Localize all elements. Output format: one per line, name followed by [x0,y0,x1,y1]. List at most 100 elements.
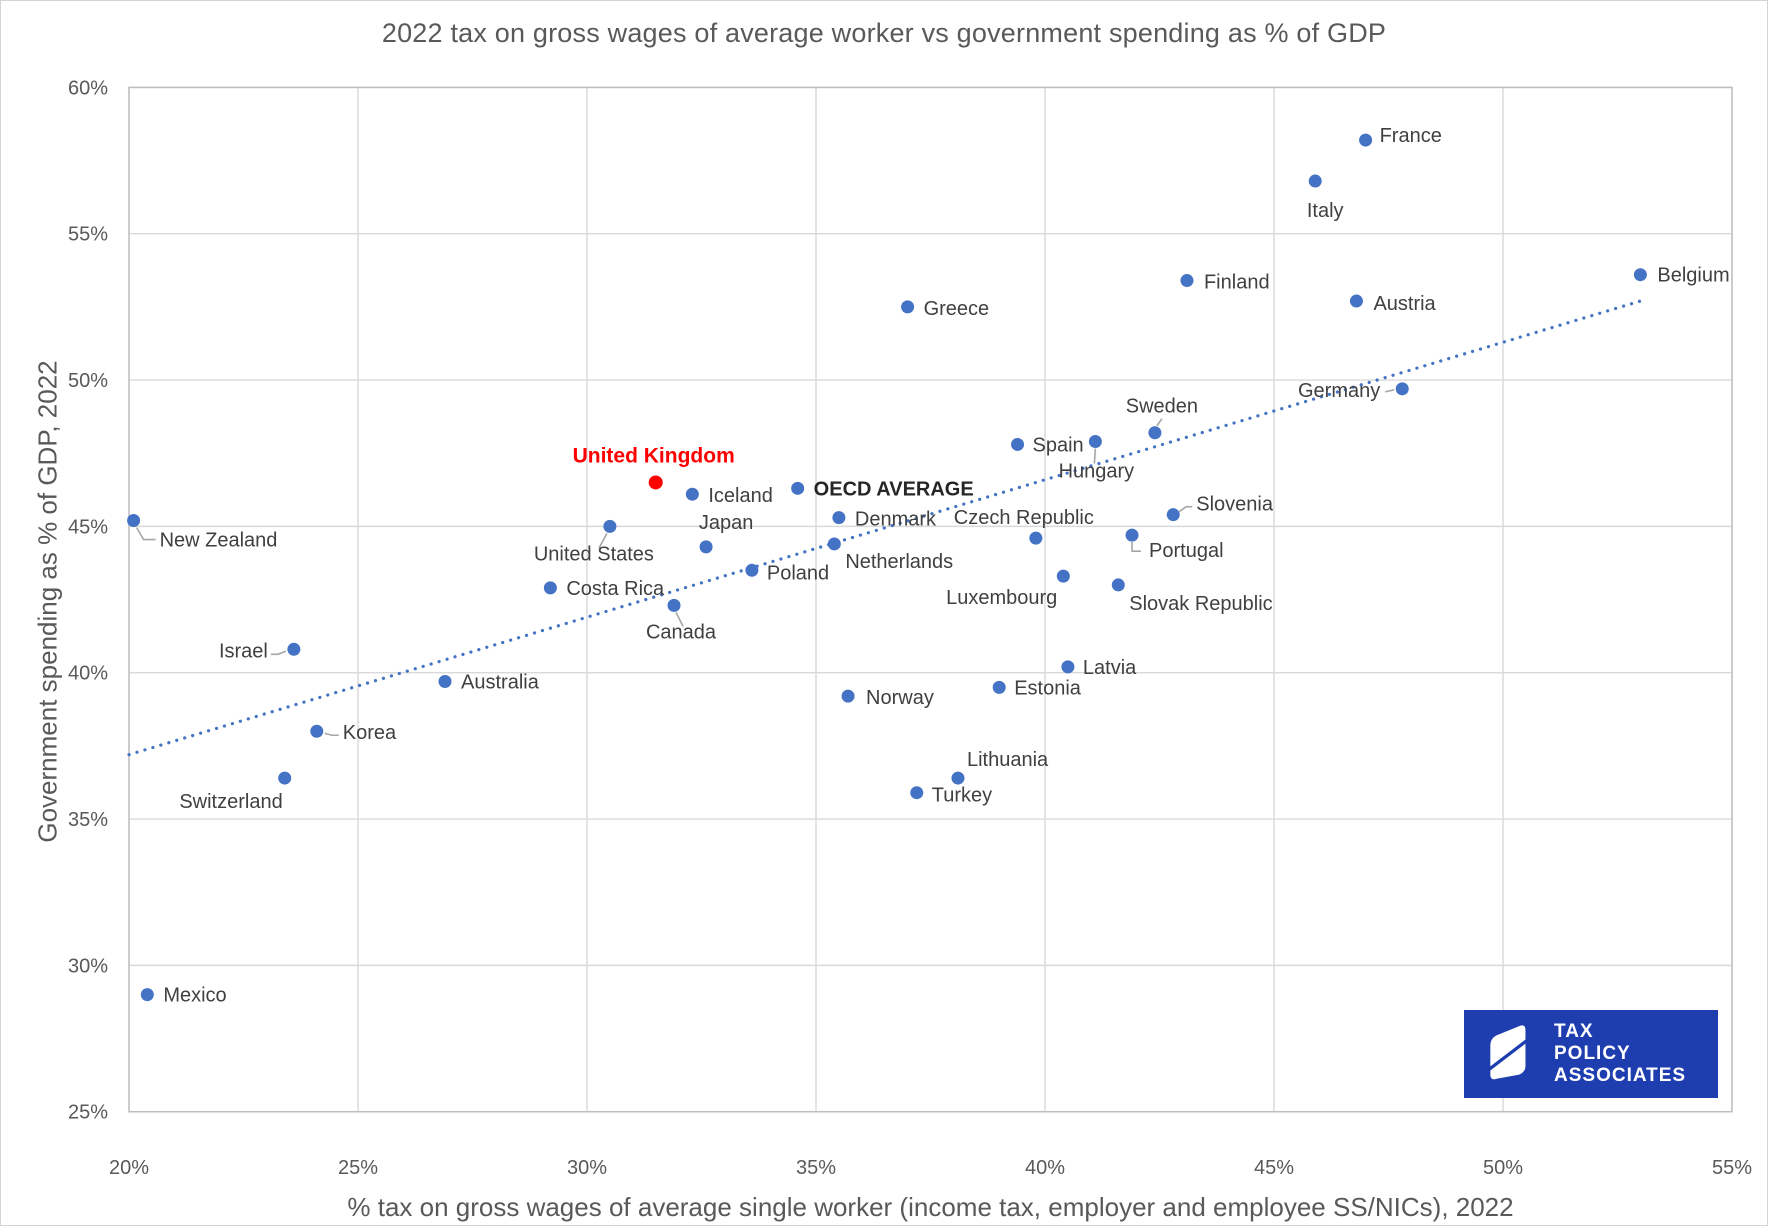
data-point-denmark [832,511,846,525]
x-tick-55: 55% [1712,1157,1752,1179]
leader-new-zealand [135,527,156,541]
label-finland: Finland [1204,272,1270,294]
x-tick-25: 25% [338,1157,378,1179]
y-tick-55: 55% [68,224,108,246]
data-point-portugal [1125,528,1139,542]
x-tick-35: 35% [796,1157,836,1179]
logo-text: TAX POLICY ASSOCIATES [1554,1021,1686,1087]
label-norway: Norway [866,687,934,709]
label-austria: Austria [1373,293,1436,315]
chart-title: 2022 tax on gross wages of average worke… [381,18,1387,48]
logo-line-2: POLICY [1554,1043,1631,1064]
data-point-slovenia [1166,508,1180,522]
data-point-slovak-republic [1111,578,1125,592]
label-poland: Poland [767,562,829,584]
data-point-austria [1349,294,1363,308]
data-point-hungary [1088,435,1102,449]
label-sweden: Sweden [1126,396,1198,418]
y-tick-35: 35% [68,809,108,831]
x-axis-title: % tax on gross wages of average single w… [347,1192,1514,1222]
leader-united-states [598,533,608,549]
label-costa-rica: Costa Rica [566,578,665,600]
data-point-switzerland [278,771,292,785]
label-oecd-average: OECD AVERAGE [814,478,974,500]
data-point-italy [1308,174,1322,188]
leader-portugal [1131,542,1142,552]
label-czech-republic: Czech Republic [954,507,1094,529]
logo-line-1: TAX [1554,1021,1594,1042]
x-tick-30: 30% [567,1157,607,1179]
leader-hungary [1093,448,1097,464]
label-greece: Greece [924,298,990,320]
data-point-poland [745,563,759,577]
data-point-sweden [1148,426,1162,440]
data-point-canada [667,598,681,612]
data-point-greece [901,300,915,314]
leader-slovenia [1178,505,1193,513]
data-point-turkey [910,786,924,800]
trend-line [127,299,1643,757]
data-point-spain [1011,437,1025,451]
data-point-united-states [603,519,617,533]
label-belgium: Belgium [1657,265,1729,287]
label-slovak-republic: Slovak Republic [1129,593,1272,615]
data-point-korea [310,724,324,738]
y-tick-25: 25% [68,1102,108,1124]
label-japan: Japan [699,512,754,534]
label-germany: Germany [1298,380,1380,402]
data-point-france [1359,133,1373,147]
label-turkey: Turkey [932,785,992,807]
data-point-japan [699,540,713,554]
data-point-luxembourg [1056,569,1070,583]
label-mexico: Mexico [163,985,226,1007]
data-point-lithuania [951,771,965,785]
data-point-iceland [685,487,699,501]
data-point-united-kingdom [648,475,663,490]
x-tick-40: 40% [1025,1157,1065,1179]
y-tick-40: 40% [68,663,108,685]
data-point-czech-republic [1029,531,1043,545]
data-point-norway [841,689,855,703]
label-new-zealand: New Zealand [160,530,278,552]
data-point-finland [1180,274,1194,288]
x-tick-50: 50% [1483,1157,1523,1179]
y-tick-50: 50% [68,370,108,392]
data-point-oecd-average [791,481,805,495]
data-point-australia [438,674,452,688]
leader-korea [324,732,339,737]
label-slovenia: Slovenia [1196,494,1274,516]
leader-germany [1385,389,1395,393]
y-tick-45: 45% [68,516,108,538]
leader-canada [675,612,684,627]
label-portugal: Portugal [1149,540,1224,562]
data-point-new-zealand [127,514,141,528]
label-lithuania: Lithuania [967,749,1049,771]
x-tick-45: 45% [1254,1157,1294,1179]
data-point-costa-rica [543,581,557,595]
label-italy: Italy [1307,200,1344,222]
x-tick-20: 20% [109,1157,149,1179]
data-point-germany [1395,382,1409,396]
logo-mark-icon [1490,1025,1526,1080]
data-point-netherlands [827,537,841,551]
plot-border [128,86,1733,1113]
logo-line-3: ASSOCIATES [1554,1065,1687,1086]
data-point-israel [287,642,301,656]
label-netherlands: Netherlands [845,551,953,573]
label-united-kingdom: United Kingdom [573,444,735,467]
tax-policy-associates-logo: TAX POLICY ASSOCIATES [1464,1010,1718,1098]
label-korea: Korea [343,722,397,744]
label-spain: Spain [1033,434,1084,456]
y-axis-title: Government spending as % of GDP, 2022 [32,360,63,843]
data-point-mexico [140,988,154,1002]
leader-israel [270,650,287,656]
leader-sweden [1156,418,1163,427]
label-denmark: Denmark [855,509,937,531]
data-point-latvia [1061,660,1075,674]
label-canada: Canada [646,621,717,643]
data-point-belgium [1633,268,1647,282]
label-switzerland: Switzerland [179,791,282,813]
label-iceland: Iceland [708,485,773,507]
label-hungary: Hungary [1059,461,1135,483]
